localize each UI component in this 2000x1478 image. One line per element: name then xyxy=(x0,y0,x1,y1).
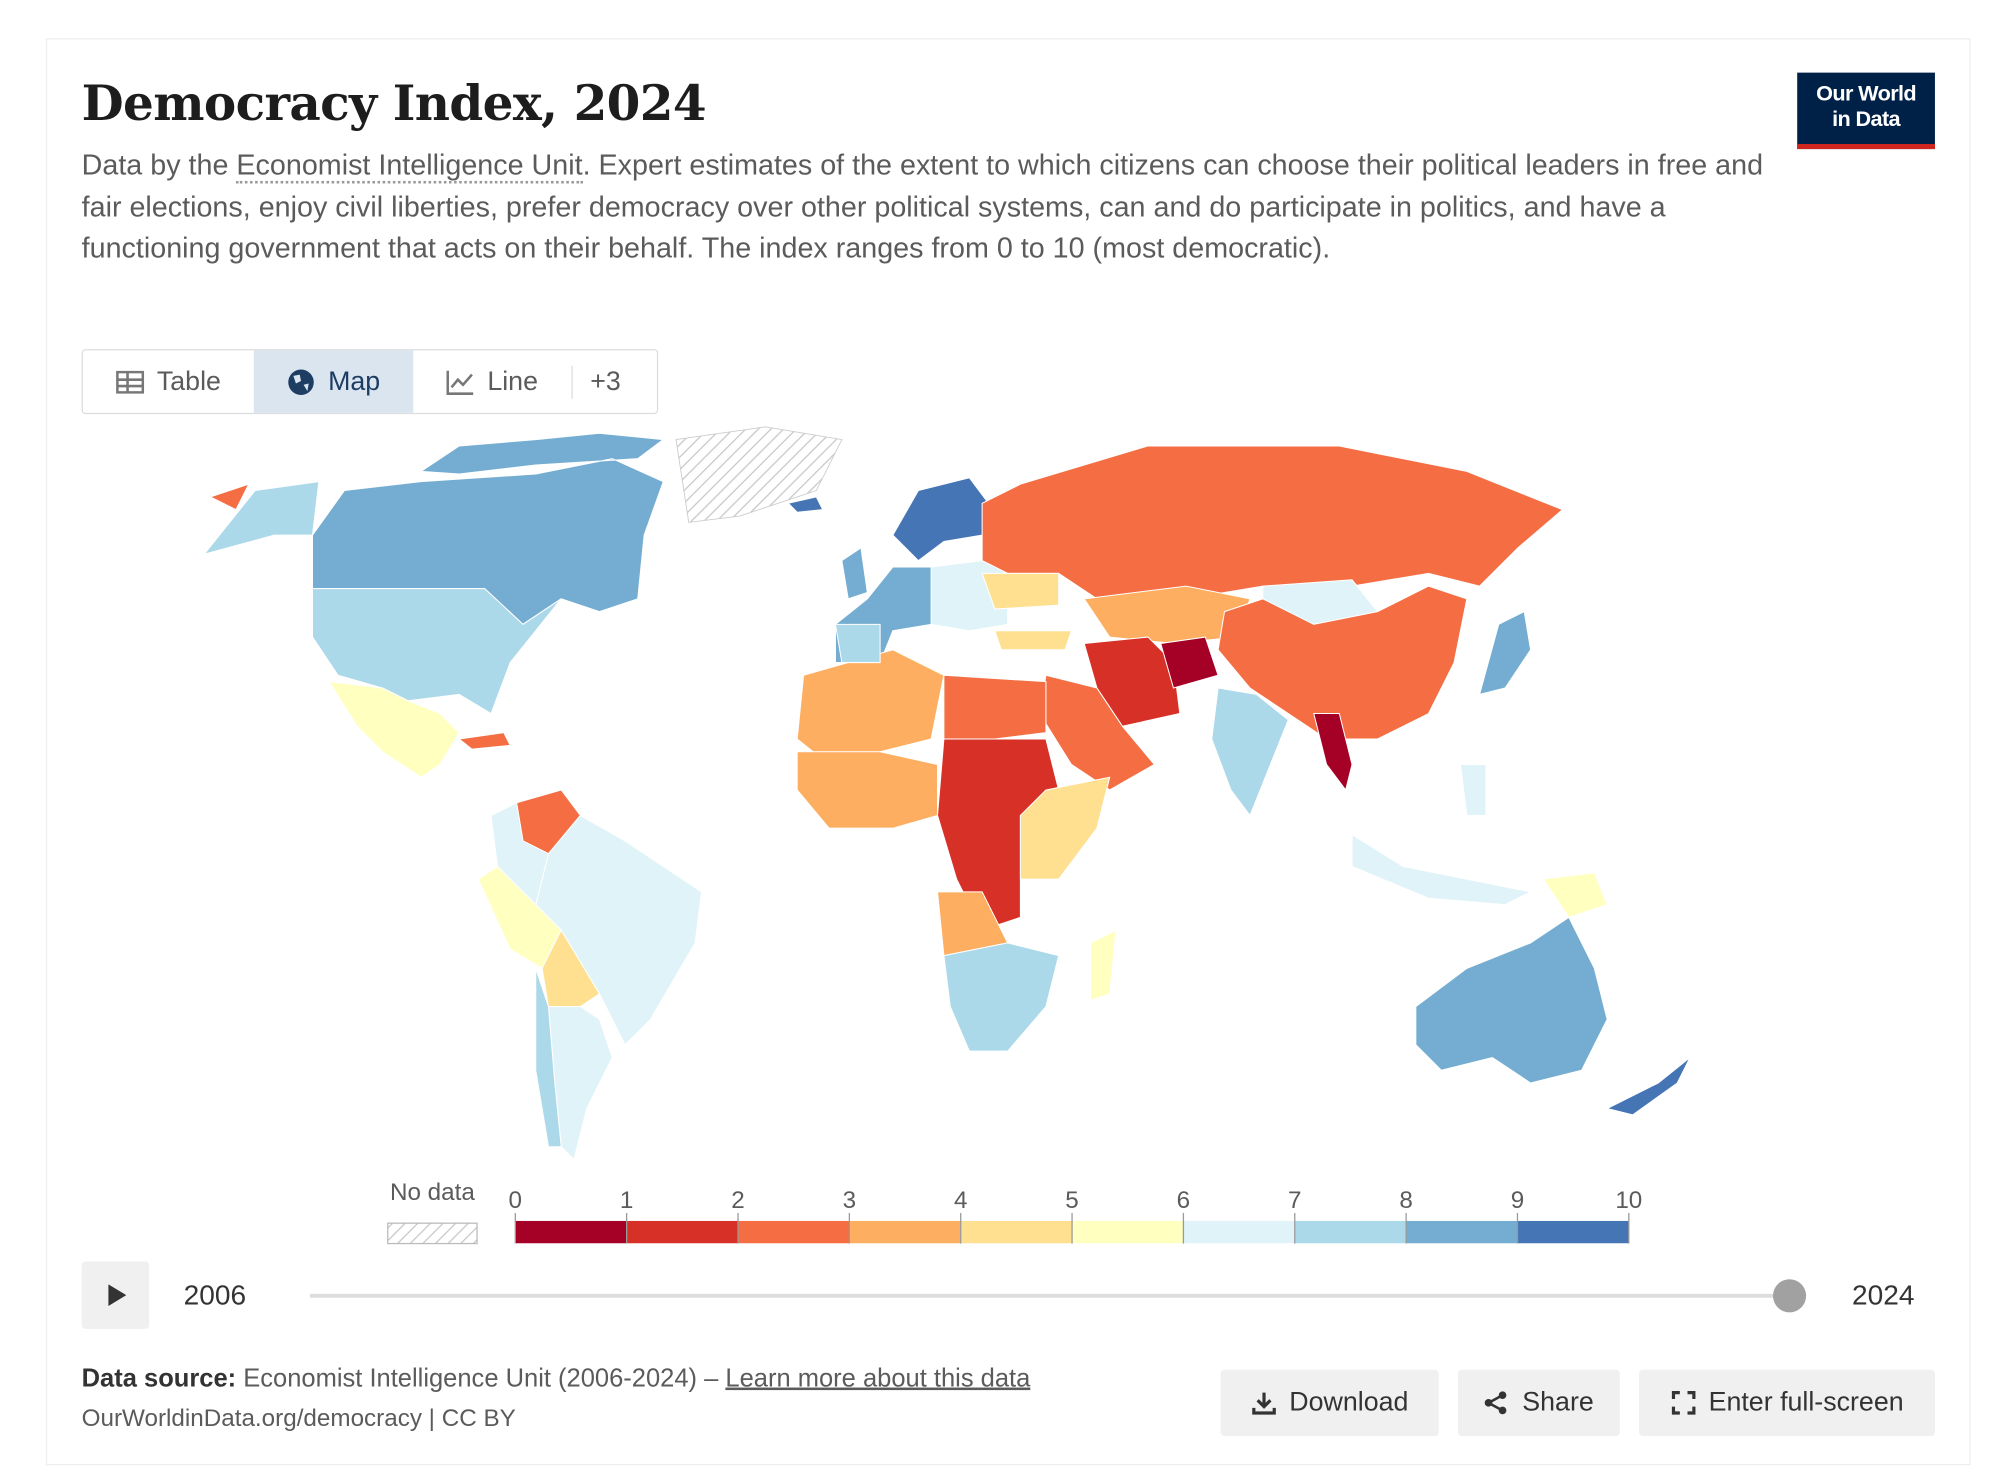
fullscreen-button[interactable]: Enter full-screen xyxy=(1639,1369,1935,1436)
timeline-start: 2006 xyxy=(183,1279,247,1312)
learn-more-link[interactable]: Learn more about this data xyxy=(725,1364,1031,1393)
icon xyxy=(446,370,474,395)
timeline-end: 2024 xyxy=(1852,1279,1915,1312)
play-button[interactable] xyxy=(81,1261,150,1329)
tab-line[interactable]: Line xyxy=(413,350,571,412)
share-button[interactable]: Share xyxy=(1457,1369,1620,1436)
button-label: Enter full-screen xyxy=(1708,1387,1904,1417)
card xyxy=(45,38,1971,1466)
logo[interactable]: Our World in Data xyxy=(1797,72,1935,150)
tab-bar: Table Map Line +3 xyxy=(81,349,659,415)
button-label: Share xyxy=(1522,1387,1594,1417)
tab-map[interactable]: Map xyxy=(254,350,414,413)
subtitle-link[interactable]: Economist Intelligence Unit xyxy=(236,149,583,184)
logo-line: Our World xyxy=(1816,81,1917,106)
tab-label: Line xyxy=(487,366,538,396)
tab-label: Map xyxy=(328,366,381,396)
source-label: Data source: xyxy=(81,1364,237,1393)
icon xyxy=(1251,1392,1276,1415)
subtitle: Data by the Economist Intelligence Unit.… xyxy=(82,145,1778,269)
button-label: Download xyxy=(1289,1387,1409,1417)
subtitle-text: . Expert estimates of the extent to whic… xyxy=(81,149,1764,264)
icon xyxy=(116,370,145,394)
url-line: OurWorldinData.org/democracy | CC BY xyxy=(81,1405,516,1433)
icon xyxy=(1671,1391,1695,1415)
tab-label: +3 xyxy=(590,366,621,396)
tab-label: Table xyxy=(156,366,221,396)
tab-table[interactable]: Table xyxy=(83,350,254,412)
download-button[interactable]: Download xyxy=(1220,1369,1439,1436)
source-line: Data source: Economist Intelligence Unit… xyxy=(82,1365,1031,1394)
title: Democracy Index, 2024 xyxy=(81,73,707,132)
subtitle-text: Data by the xyxy=(81,149,229,181)
tab-more[interactable]: +3 xyxy=(571,365,639,399)
icon xyxy=(108,1284,127,1306)
source-text: Economist Intelligence Unit (2006-2024) … xyxy=(243,1364,719,1393)
logo-line: in Data xyxy=(1832,107,1900,132)
icon xyxy=(288,368,315,395)
icon xyxy=(1485,1391,1507,1415)
